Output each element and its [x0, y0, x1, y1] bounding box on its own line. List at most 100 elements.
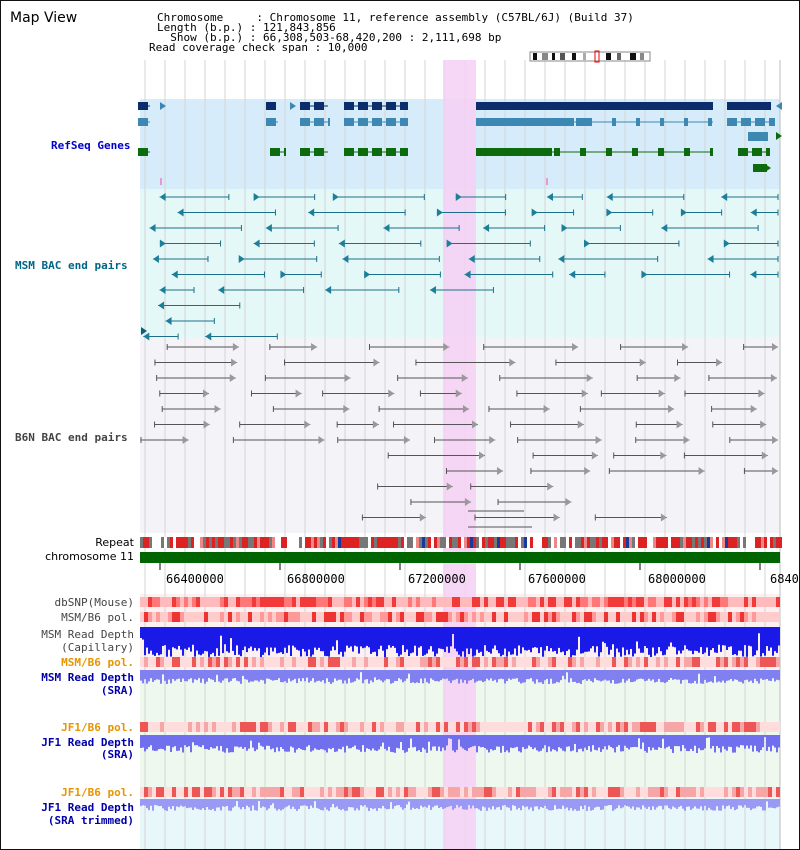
heat-cell	[628, 787, 632, 797]
track-label-b6n-bac[interactable]: B6N BAC end pairs	[15, 431, 128, 444]
heat-cell	[604, 722, 608, 732]
heat-cell	[168, 722, 172, 732]
depth-bar	[152, 735, 154, 751]
track-label-msm-depth-capillary: MSM Read Depth	[41, 628, 134, 641]
heat-cell	[140, 597, 144, 607]
depth-bar	[680, 735, 682, 752]
depth-bar	[418, 735, 420, 751]
depth-bar	[606, 670, 608, 681]
heat-cell	[292, 612, 296, 622]
depth-bar	[156, 735, 158, 751]
heat-cell	[724, 597, 728, 607]
depth-bar	[182, 670, 184, 679]
heat-cell	[608, 597, 612, 607]
depth-bar	[660, 799, 662, 806]
track-label-msm-bac[interactable]: MSM BAC end pairs	[15, 259, 128, 272]
depth-bar	[428, 799, 430, 806]
heat-cell	[336, 722, 340, 732]
depth-bar	[540, 735, 542, 751]
depth-bar	[592, 735, 594, 746]
depth-bar	[314, 735, 316, 749]
depth-bar	[684, 670, 686, 680]
heat-cell	[296, 722, 300, 732]
b6n-end-marker	[676, 420, 683, 429]
depth-bar	[654, 799, 656, 810]
bac-end-marker	[265, 224, 272, 232]
gene-block	[748, 132, 768, 141]
depth-bar	[268, 670, 270, 679]
heat-cell	[364, 787, 368, 797]
heat-cell	[316, 597, 320, 607]
depth-bar	[576, 799, 578, 811]
heat-cell	[328, 597, 332, 607]
depth-bar	[630, 670, 632, 683]
heat-cell	[552, 612, 556, 622]
depth-bar	[378, 627, 380, 650]
heat-cell	[324, 787, 328, 797]
depth-bar	[322, 670, 324, 681]
depth-bar	[522, 627, 524, 648]
depth-bar	[380, 627, 382, 646]
track-label-refseq[interactable]: RefSeq Genes	[51, 139, 131, 152]
depth-bar	[714, 735, 716, 753]
depth-bar	[228, 735, 230, 753]
gene-exon	[344, 118, 354, 126]
depth-bar	[324, 670, 326, 684]
repeat-element	[620, 537, 623, 548]
depth-bar	[202, 670, 204, 679]
depth-bar	[558, 799, 560, 809]
depth-bar	[212, 670, 214, 680]
depth-bar	[154, 735, 156, 751]
depth-bar	[346, 670, 348, 684]
depth-bar	[436, 627, 438, 654]
depth-bar	[704, 735, 706, 749]
heat-cell	[448, 657, 452, 667]
depth-bar	[266, 799, 268, 811]
repeat-element	[146, 537, 149, 548]
depth-bar	[452, 670, 454, 681]
heat-cell	[736, 787, 740, 797]
depth-bar	[336, 670, 338, 681]
depth-bar	[244, 670, 246, 680]
b6n-end-marker	[464, 498, 471, 506]
heat-cell	[560, 612, 564, 622]
depth-bar	[178, 627, 180, 646]
depth-bar	[556, 799, 558, 810]
heat-cell	[248, 787, 252, 797]
depth-bar	[488, 670, 490, 681]
depth-bar	[464, 799, 466, 810]
heat-cell	[380, 722, 384, 732]
heat-cell	[696, 597, 700, 607]
repeat-element	[581, 537, 584, 548]
b6n-end-marker	[231, 358, 238, 367]
depth-bar	[446, 799, 448, 808]
depth-bar	[272, 799, 274, 804]
heat-cell	[420, 597, 424, 607]
depth-bar	[690, 670, 692, 684]
heat-cell	[676, 612, 680, 622]
depth-bar	[286, 799, 288, 807]
repeat-element	[518, 537, 521, 548]
depth-bar	[420, 670, 422, 679]
depth-bar	[260, 627, 262, 657]
depth-bar	[174, 627, 176, 649]
depth-bar	[190, 799, 192, 808]
heat-cell	[144, 612, 148, 622]
depth-bar	[276, 670, 278, 680]
heat-cell	[512, 612, 516, 622]
heat-cell	[392, 657, 396, 667]
repeat-element	[155, 537, 158, 548]
repeat-element	[524, 537, 527, 548]
b6n-end-marker	[461, 374, 468, 382]
heat-cell	[676, 597, 680, 607]
heat-cell	[716, 597, 720, 607]
track-label-msm-depth-sra: MSM Read Depth	[41, 671, 134, 684]
depth-bar	[224, 627, 226, 645]
heat-cell	[372, 597, 376, 607]
depth-bar	[248, 735, 250, 749]
heat-cell	[708, 597, 712, 607]
depth-bar	[520, 627, 522, 654]
heat-cell	[468, 597, 472, 607]
depth-bar	[262, 799, 264, 807]
